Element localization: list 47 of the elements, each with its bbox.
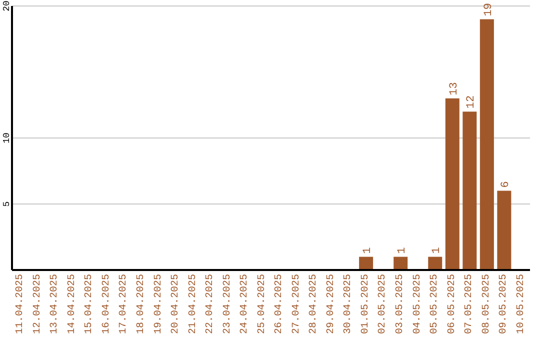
- x-tick-label: 11.04.2025: [15, 274, 26, 334]
- bar: [359, 256, 374, 270]
- data-label: 13: [448, 82, 460, 96]
- data-label: 12: [466, 95, 478, 109]
- x-tick-label: 16.04.2025: [101, 274, 112, 334]
- x-tick-label: 09.05.2025: [498, 274, 510, 334]
- x-tick-label: 01.05.2025: [360, 274, 372, 334]
- x-tick-label: 18.04.2025: [136, 274, 147, 334]
- x-tick-label: 20.04.2025: [170, 274, 182, 334]
- x-tick-label: 15.04.2025: [84, 274, 96, 334]
- y-tick-label: 20: [2, 0, 12, 12]
- x-tick-label: 25.04.2025: [256, 274, 268, 334]
- y-tick-label: 10: [2, 132, 12, 144]
- x-tick-label: 19.04.2025: [153, 274, 164, 334]
- x-tick-label: 30.04.2025: [343, 274, 354, 334]
- x-tick-label: 21.04.2025: [188, 274, 199, 334]
- x-tick-label: 04.05.2025: [412, 274, 424, 334]
- x-tick-label: 17.04.2025: [118, 274, 130, 334]
- data-label: 1: [431, 246, 444, 254]
- x-tick-label: 26.04.2025: [274, 274, 286, 334]
- x-tick-label: 13.04.2025: [50, 274, 61, 334]
- data-label: 6: [500, 181, 512, 188]
- x-tick-label: 05.05.2025: [430, 274, 441, 334]
- bar: [428, 256, 442, 270]
- bar: [445, 98, 460, 270]
- x-tick-label: 22.04.2025: [205, 274, 216, 334]
- x-tick-label: 24.04.2025: [240, 274, 251, 334]
- x-tick-label: 03.05.2025: [395, 274, 406, 334]
- x-tick-label: 02.05.2025: [378, 274, 389, 334]
- data-label: 1: [362, 246, 374, 254]
- x-tick-label: 10.05.2025: [516, 274, 527, 334]
- x-tick-label: 29.04.2025: [326, 274, 337, 334]
- bar: [394, 256, 408, 270]
- bar: [462, 112, 477, 270]
- y-tick-label: 5: [2, 201, 12, 207]
- bar: [497, 190, 512, 270]
- x-tick-label: 12.04.2025: [32, 274, 44, 334]
- x-tick-label: 06.05.2025: [446, 274, 458, 334]
- x-tick-label: 08.05.2025: [481, 274, 492, 334]
- x-tick-label: 14.04.2025: [66, 274, 78, 334]
- data-label: 19: [482, 2, 495, 16]
- x-tick-label: 07.05.2025: [464, 274, 476, 334]
- x-tick-label: 27.04.2025: [291, 274, 302, 334]
- x-tick-label: 28.04.2025: [308, 274, 320, 334]
- data-label: 1: [396, 246, 409, 254]
- bar: [480, 19, 494, 270]
- x-tick-label: 23.04.2025: [222, 274, 234, 334]
